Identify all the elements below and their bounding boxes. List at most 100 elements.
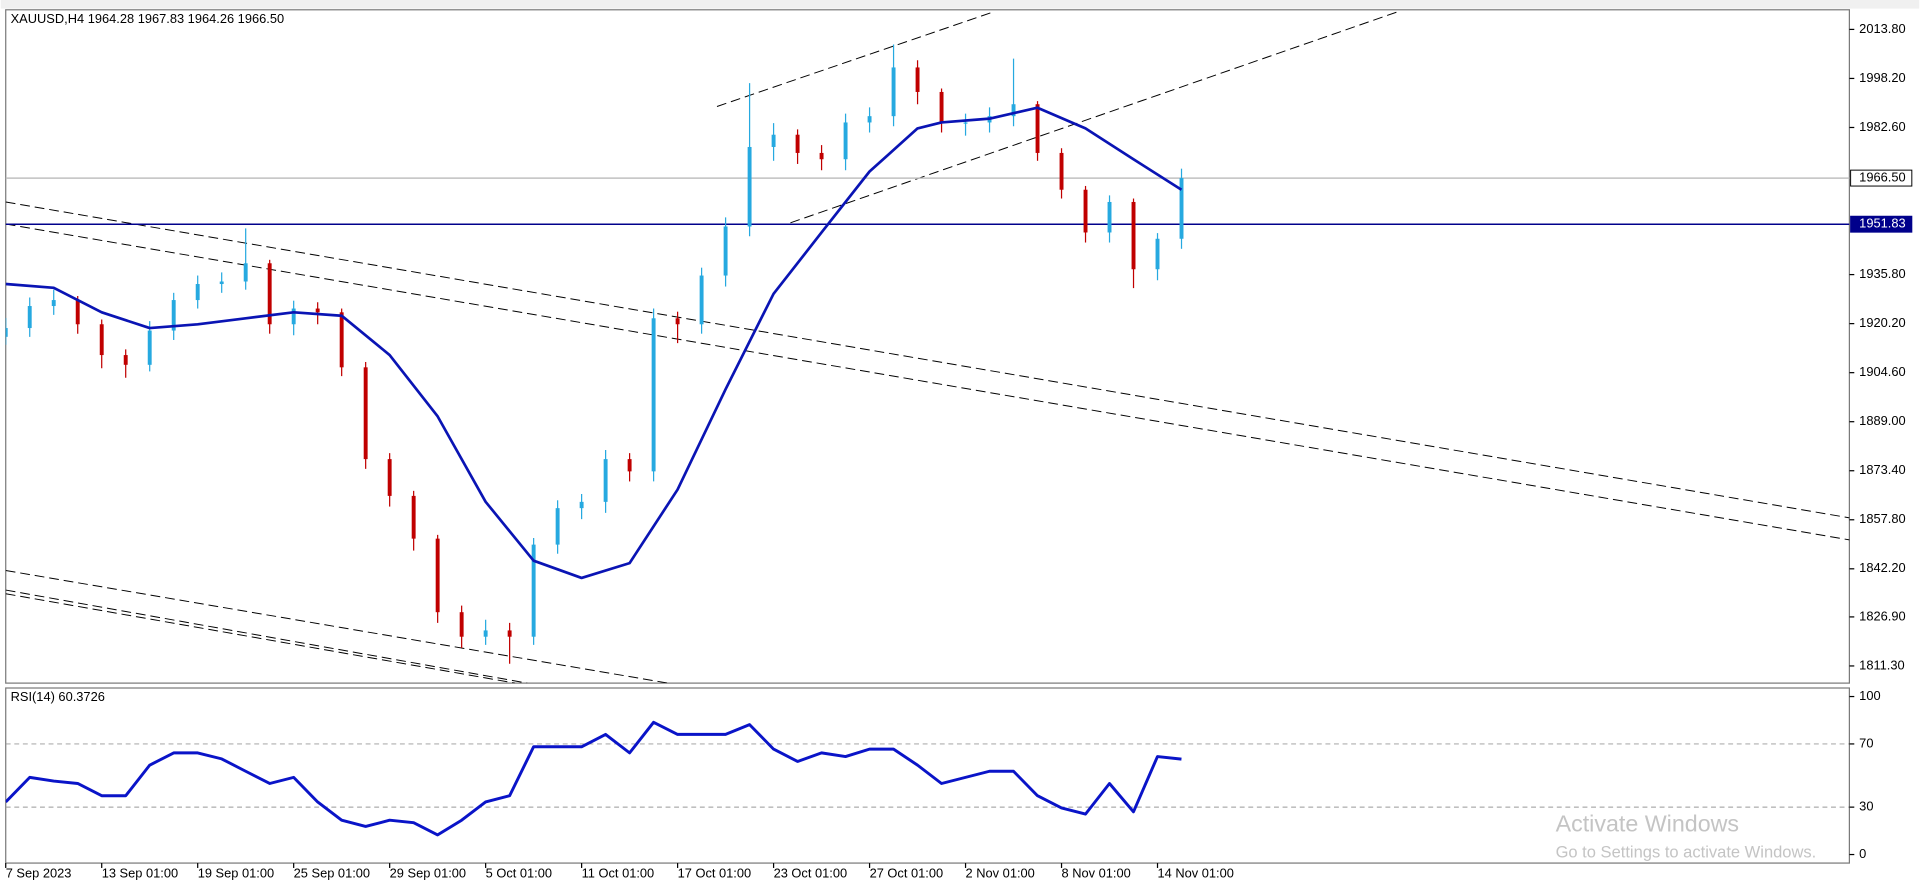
x-tick-label: 14 Nov 01:00	[1158, 865, 1234, 880]
price-box	[1850, 169, 1913, 187]
candle-body	[651, 318, 656, 472]
x-tick-label: 25 Sep 01:00	[294, 865, 370, 880]
candle-body	[867, 116, 872, 123]
candle-body	[291, 308, 296, 325]
candle-body	[699, 275, 704, 325]
y-tick-label: 0	[1859, 846, 1866, 861]
x-tick-label: 19 Sep 01:00	[198, 865, 274, 880]
candle-body	[1059, 152, 1064, 190]
y-tick-label: 30	[1859, 799, 1873, 814]
candle-body	[123, 355, 128, 365]
trend-line	[5, 201, 1850, 519]
trend-line	[5, 593, 516, 684]
candle-body	[75, 300, 80, 325]
candle-body	[723, 226, 728, 276]
trend-line	[716, 11, 993, 107]
candle-body	[963, 122, 968, 124]
y-tick-label: 2013.80	[1859, 21, 1905, 36]
y-tick-label: 1935.80	[1859, 266, 1905, 281]
y-tick-label: 1857.80	[1859, 511, 1905, 526]
main-panel	[5, 9, 1850, 684]
candle-body	[147, 330, 152, 365]
candle-body	[219, 281, 224, 285]
rsi-panel	[5, 687, 1850, 864]
x-tick-label: 29 Sep 01:00	[390, 865, 466, 880]
x-tick-label: 27 Oct 01:00	[870, 865, 944, 880]
candle-body	[843, 122, 848, 160]
watermark-subtitle: Go to Settings to activate Windows.	[1556, 843, 1817, 862]
candle-body	[315, 308, 320, 313]
x-tick-label: 7 Sep 2023	[6, 865, 72, 880]
candle-body	[27, 306, 32, 329]
y-tick-label: 1998.20	[1859, 70, 1905, 85]
main-plot	[5, 44, 1850, 664]
x-tick-label: 17 Oct 01:00	[678, 865, 752, 880]
y-tick-label: 1889.00	[1859, 413, 1905, 428]
candle-body	[627, 459, 632, 472]
x-tick-label: 8 Nov 01:00	[1062, 865, 1131, 880]
watermark-title: Activate Windows	[1556, 810, 1739, 836]
price-box-label: 1966.50	[1859, 169, 1905, 184]
x-tick-label: 13 Sep 01:00	[102, 865, 178, 880]
y-tick-label: 70	[1859, 735, 1873, 750]
candle-body	[819, 152, 824, 160]
price-box-label: 1951.83	[1859, 216, 1905, 231]
candle-body	[675, 318, 680, 325]
y-tick-label: 1873.40	[1859, 462, 1905, 477]
candle-body	[99, 324, 104, 356]
candle-body	[387, 459, 392, 496]
y-tick-label: 1920.20	[1859, 315, 1905, 330]
candle-body	[603, 459, 608, 502]
rsi-title: RSI(14) 60.3726	[11, 689, 105, 704]
candle-body	[1179, 178, 1184, 239]
candle-body	[435, 538, 440, 613]
candle-body	[171, 300, 176, 331]
candle-body	[1131, 201, 1136, 270]
candle-body	[939, 91, 944, 123]
tab-strip	[0, 0, 1920, 9]
trend-line	[5, 589, 528, 684]
y-tick-label: 1842.20	[1859, 560, 1905, 575]
y-tick-label: 1982.60	[1859, 119, 1905, 134]
candle-body	[1035, 104, 1040, 153]
candle-body	[915, 67, 920, 92]
candle-body	[1155, 238, 1160, 270]
candle-body	[579, 501, 584, 509]
axes: 2013.80 1998.20 1982.60 1935.80 1920.20 1904.…	[5, 21, 1913, 880]
candle-body	[531, 544, 536, 637]
candle-body	[243, 263, 248, 282]
candle-body	[339, 312, 344, 368]
trend-lines	[5, 11, 1850, 684]
candle-body	[795, 134, 800, 153]
x-tick-label: 2 Nov 01:00	[966, 865, 1035, 880]
price-box	[1850, 215, 1913, 233]
candle-body	[483, 630, 488, 637]
candle-body	[891, 67, 896, 117]
y-tick-label: 1811.30	[1859, 657, 1904, 672]
candle-body	[51, 300, 56, 307]
candle-body	[195, 284, 200, 301]
candle-body	[1083, 189, 1088, 233]
y-tick-label: 1826.90	[1859, 608, 1905, 623]
candle-body	[507, 630, 512, 637]
candle-body	[771, 134, 776, 147]
candle-body	[747, 146, 752, 227]
x-tick-label: 23 Oct 01:00	[774, 865, 848, 880]
rsi-line	[5, 720, 1182, 837]
y-tick-label: 100	[1859, 688, 1880, 703]
chart-title: XAUUSD,H4 1964.28 1967.83 1964.26 1966.5…	[11, 11, 285, 26]
moving-average	[5, 106, 1183, 580]
candle-body	[5, 328, 8, 337]
trend-line	[790, 11, 1397, 224]
y-tick-label: 1904.60	[1859, 364, 1905, 379]
trend-line	[5, 223, 1850, 541]
trend-line	[5, 569, 669, 684]
candle-body	[459, 612, 464, 637]
candle-body	[363, 367, 368, 460]
candle-body	[1107, 201, 1112, 233]
candle-body	[411, 495, 416, 539]
x-tick-label: 5 Oct 01:00	[486, 865, 552, 880]
